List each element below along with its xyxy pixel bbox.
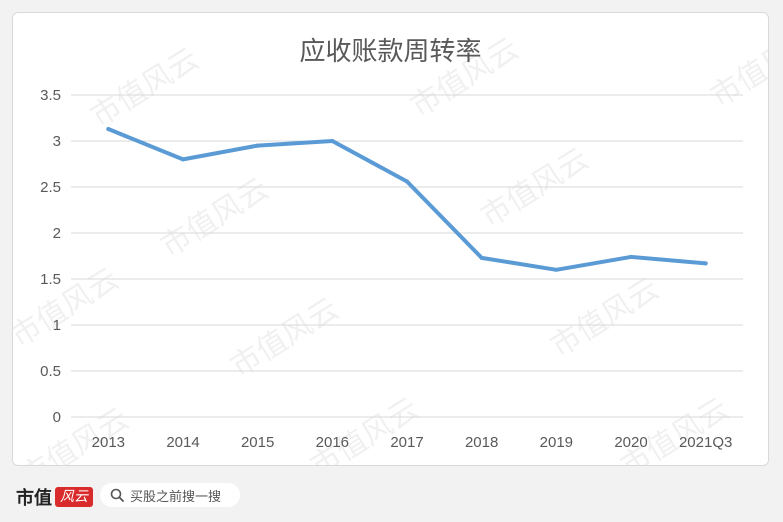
y-tick-label: 0.5 (40, 363, 61, 380)
chart-card: 市值风云 市值风云 市值风云 市值风云 市值风云 市值风云 市值风云 市值风云 … (12, 12, 769, 466)
y-tick-label: 3 (53, 133, 61, 150)
brand-logo[interactable]: 市值 风云 (16, 484, 93, 510)
data-point (703, 261, 708, 266)
brand-logo-mark: 风云 (55, 487, 93, 507)
search-placeholder: 买股之前搜一搜 (130, 489, 222, 505)
series-layer (106, 127, 708, 272)
data-point (330, 139, 335, 143)
footer-bar: 市值 风云 买股之前搜一搜 (0, 470, 783, 522)
y-tick-label: 2 (53, 225, 61, 242)
x-tick-label: 2018 (465, 434, 498, 451)
x-tick-label: 2016 (316, 434, 349, 451)
y-axis-labels: 0 0.5 1 1.5 2 2.5 3 3.5 (40, 87, 61, 426)
y-tick-label: 1 (53, 317, 61, 334)
x-tick-label: 2013 (92, 434, 125, 451)
gridlines (71, 94, 743, 418)
chart-title: 应收账款周转率 (299, 37, 482, 67)
data-point (629, 254, 633, 259)
search-box[interactable]: 买股之前搜一搜 (100, 483, 240, 507)
x-tick-label: 2020 (614, 434, 647, 451)
x-axis-labels: 2013 2014 2015 2016 2017 2018 2019 2020 2021Q3 (92, 434, 733, 451)
data-point (405, 179, 409, 184)
brand-name: 市值 (16, 488, 52, 509)
data-point (554, 267, 559, 272)
y-tick-label: 0 (53, 409, 61, 426)
x-tick-label: 2015 (241, 434, 274, 451)
x-tick-label: 2021Q3 (679, 434, 732, 451)
data-point (255, 143, 260, 148)
line-chart: 00.511.522.533.5 2013 2014 2015 2016 2017 201… (40, 87, 743, 451)
x-tick-label: 2017 (390, 434, 423, 451)
data-point (106, 127, 111, 132)
y-tick-label: 1.5 (40, 271, 61, 288)
x-tick-label: 2014 (166, 434, 199, 451)
y-tick-label: 2.5 (40, 179, 61, 196)
x-tick-label: 2019 (540, 434, 573, 451)
y-tick-label: 3.5 (40, 87, 61, 104)
series-line-0 (106, 127, 708, 272)
search-icon (110, 488, 124, 502)
data-point (479, 255, 484, 260)
data-point (181, 157, 185, 162)
